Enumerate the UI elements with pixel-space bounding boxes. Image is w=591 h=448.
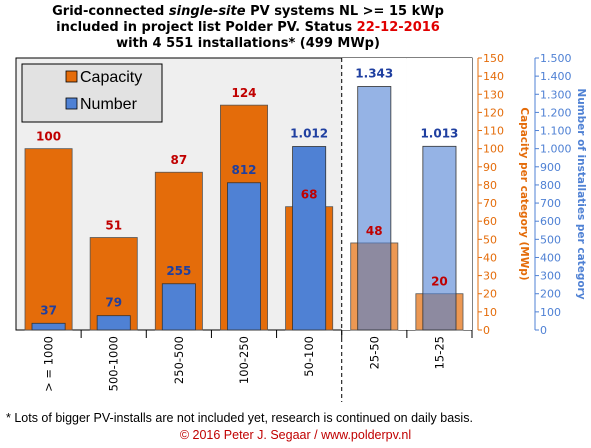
y-tick-label-capacity-0: 0: [483, 324, 490, 337]
footnote: * Lots of bigger PV-installs are not inc…: [6, 411, 473, 425]
legend-swatch-number: [65, 97, 78, 110]
y-tick-label-capacity-1: 10: [483, 306, 497, 319]
data-label-capacity-6: 20: [431, 275, 448, 289]
x-tick-label-3: 100-250: [237, 336, 251, 384]
y-axis-title-capacity: Capacity per category (MWp): [518, 107, 530, 280]
data-label-number-5: 1.343: [355, 66, 393, 80]
x-tick-label-2: 250-500: [172, 336, 186, 384]
y-tick-label-capacity-15: 150: [483, 52, 504, 65]
x-tick-label-4: 50-100: [302, 336, 316, 377]
y-tick-label-capacity-11: 110: [483, 125, 504, 138]
data-label-layer: 100 37 51 79 87 255 124 812 68 1.012 48 1.343 20 1.01…: [36, 66, 458, 317]
bar-layer: [24, 86, 464, 331]
y-tick-label-capacity-5: 50: [483, 233, 497, 246]
y-tick-label-number-2: 200: [540, 288, 561, 301]
data-label-capacity-3: 124: [231, 86, 256, 100]
y-tick-label-capacity-12: 120: [483, 106, 504, 119]
y-tick-label-capacity-10: 100: [483, 143, 504, 156]
y-tick-label-number-13: 1.300: [540, 88, 572, 101]
legend-box: [21, 63, 163, 123]
y-tick-label-number-12: 1.200: [540, 106, 572, 119]
data-label-number-1: 79: [105, 296, 122, 310]
data-label-capacity-2: 87: [171, 153, 188, 167]
bar-number-3: [227, 182, 261, 331]
chart-title: Grid-connected single-site PV systems NL…: [52, 4, 444, 51]
y-tick-label-capacity-14: 140: [483, 70, 504, 83]
x-tick-label-5: 25-50: [367, 336, 381, 369]
data-label-capacity-5: 48: [366, 224, 383, 238]
y-tick-label-capacity-6: 60: [483, 215, 497, 228]
y-tick-label-capacity-7: 70: [483, 197, 497, 210]
bar-number-4: [292, 146, 327, 331]
data-label-number-3: 812: [231, 163, 256, 177]
data-label-number-6: 1.013: [420, 126, 458, 140]
legend: Capacity Number: [21, 63, 163, 123]
y-tick-label-number-3: 300: [540, 270, 561, 283]
chart-title-line-1: Grid-connected single-site PV systems NL…: [52, 4, 444, 19]
x-tick-label-1: 500-1000: [107, 336, 121, 391]
data-label-capacity-0: 100: [36, 130, 61, 144]
y-tick-label-capacity-13: 130: [483, 88, 504, 101]
y-tick-label-number-4: 400: [540, 251, 561, 264]
y-tick-label-number-8: 800: [540, 179, 561, 192]
bar-number-6: [422, 145, 457, 331]
data-label-capacity-1: 51: [105, 219, 122, 233]
copyright: © 2016 Peter J. Segaar / www.polderpv.nl: [179, 428, 412, 442]
y-tick-label-number-10: 1.000: [540, 143, 572, 156]
y-tick-label-number-1: 100: [540, 306, 561, 319]
chart-title-line-3: with 4 551 installations* (499 MWp): [116, 36, 380, 51]
bar-number-1: [96, 315, 131, 331]
y-tick-label-number-9: 900: [540, 161, 561, 174]
bar-capacity-0: [24, 148, 73, 331]
legend-label-number: Number: [80, 96, 138, 113]
y-tick-label-number-5: 500: [540, 233, 561, 246]
y-axis-title-number: Number of installaties per category: [575, 88, 587, 299]
axis-layer: > = 1000 500-1000 250-500 100-250 50-100 25-5…: [42, 52, 572, 402]
data-label-number-2: 255: [166, 264, 191, 278]
y-tick-label-number-14: 1.400: [540, 70, 572, 83]
chart-title-line-2: included in project list Polder PV. Stat…: [56, 20, 440, 35]
y-tick-label-capacity-2: 20: [483, 288, 497, 301]
y-tick-label-capacity-9: 90: [483, 161, 497, 174]
data-label-capacity-4: 68: [301, 188, 318, 202]
x-tick-label-0: > = 1000: [42, 336, 56, 392]
y-tick-label-capacity-4: 40: [483, 251, 497, 264]
bar-number-0: [31, 322, 66, 331]
chart: Grid-connected single-site PV systems NL…: [15, 4, 587, 402]
y-tick-label-number-15: 1.500: [540, 52, 572, 65]
y-tick-label-number-6: 600: [540, 215, 561, 228]
bar-number-2: [161, 283, 196, 331]
legend-swatch-capacity: [65, 70, 78, 83]
data-label-number-0: 37: [40, 303, 57, 317]
bar-capacity-1: [89, 237, 138, 331]
legend-label-capacity: Capacity: [80, 69, 142, 86]
y-tick-label-number-11: 1.100: [540, 125, 572, 138]
y-tick-label-number-0: 0: [540, 324, 547, 337]
y-tick-label-number-7: 700: [540, 197, 561, 210]
bar-number-5: [357, 86, 392, 331]
y-tick-label-capacity-8: 80: [483, 179, 497, 192]
y-tick-label-capacity-3: 30: [483, 270, 497, 283]
x-tick-label-6: 15-25: [432, 336, 446, 369]
data-label-number-4: 1.012: [290, 126, 328, 140]
